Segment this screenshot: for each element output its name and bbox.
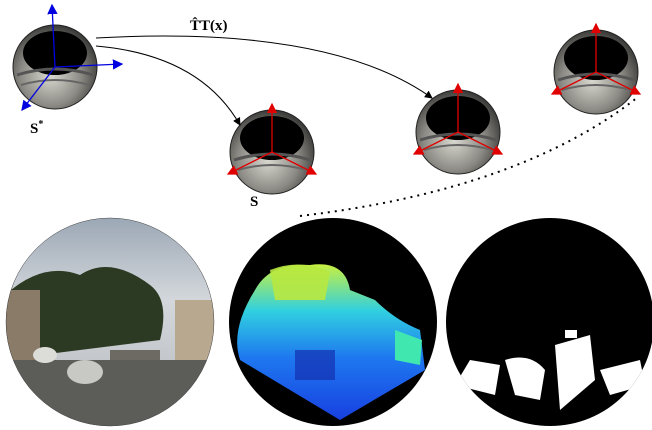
sphere-3: [552, 24, 640, 116]
depth-image: [229, 218, 437, 426]
transform-arrow: [95, 35, 433, 99]
transform-label: T̂T(x): [190, 17, 228, 34]
reference-label: S*: [30, 119, 43, 137]
reference-sphere: [11, 3, 124, 112]
init-arrow: [95, 45, 241, 126]
current-label: S: [250, 194, 258, 210]
mask-image: [446, 218, 652, 426]
sphere-2: [414, 84, 502, 176]
dotted-path: [299, 96, 639, 217]
current-sphere: [228, 104, 316, 196]
fisheye-image: [5, 217, 215, 427]
